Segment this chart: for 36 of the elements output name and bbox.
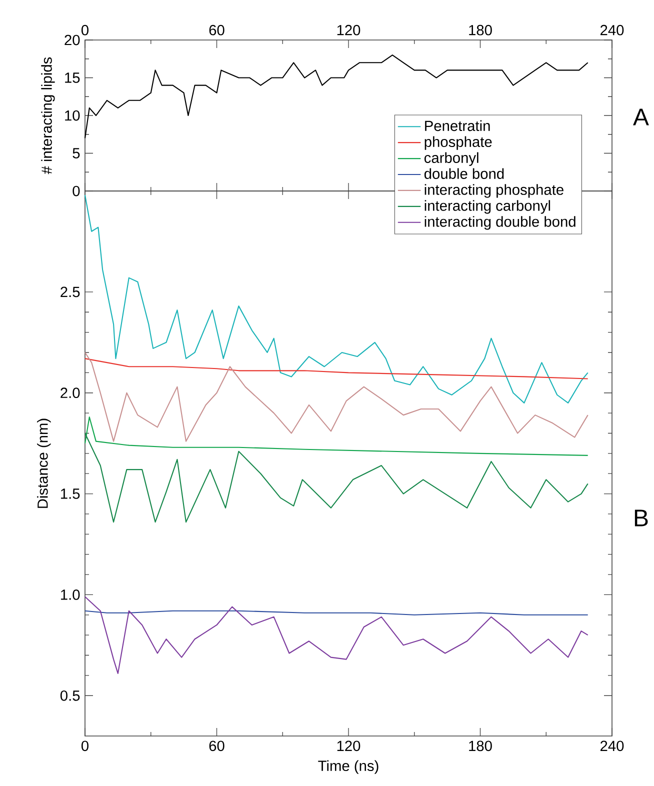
y-tick-label: 0	[72, 186, 80, 196]
legend-label: interacting double bond	[424, 216, 576, 230]
x-tick-label: 180	[469, 740, 492, 752]
x-tick-label: 120	[337, 24, 360, 36]
x-tick-label: 180	[469, 24, 492, 36]
y-axis-title: Distance (nm)	[37, 418, 51, 508]
x-tick-label: 0	[81, 740, 88, 752]
y-tick-label: 15	[65, 72, 80, 83]
legend-label: carbonyl	[424, 152, 478, 166]
legend-label: Penetratin	[425, 120, 490, 132]
y-tick-label: 20	[64, 34, 80, 46]
line-series	[84, 596, 588, 674]
y-axis-title: # interacting lipids	[41, 57, 55, 174]
legend-label: interacting phosphate	[424, 184, 564, 198]
text: A	[633, 108, 649, 126]
x-tick-label: 60	[209, 740, 224, 752]
y-tick-label: 2.0	[60, 388, 80, 398]
x-axis-title: Time (ns)	[318, 760, 378, 774]
y-tick-label: 2.5	[60, 286, 80, 298]
line-series	[84, 358, 588, 380]
legend-label: interacting carbonyl	[424, 200, 550, 214]
x-tick-label: 0	[81, 24, 88, 36]
y-tick-label: 5	[72, 148, 80, 158]
x-tick-label: 60	[209, 24, 224, 36]
legend-label: double bond	[424, 168, 504, 179]
line-series	[84, 352, 588, 442]
text: B	[634, 510, 648, 526]
y-tick-label: 1.0	[61, 590, 80, 600]
x-tick-label: 240	[600, 740, 624, 752]
x-tick-label: 120	[337, 740, 360, 752]
y-tick-label: 0.5	[60, 690, 80, 701]
x-tick-label: 240	[600, 24, 624, 36]
line-series	[84, 432, 588, 523]
legend-label: phosphate	[424, 136, 492, 150]
y-tick-label: 10	[65, 110, 80, 121]
y-tick-label: 1.5	[61, 488, 80, 499]
